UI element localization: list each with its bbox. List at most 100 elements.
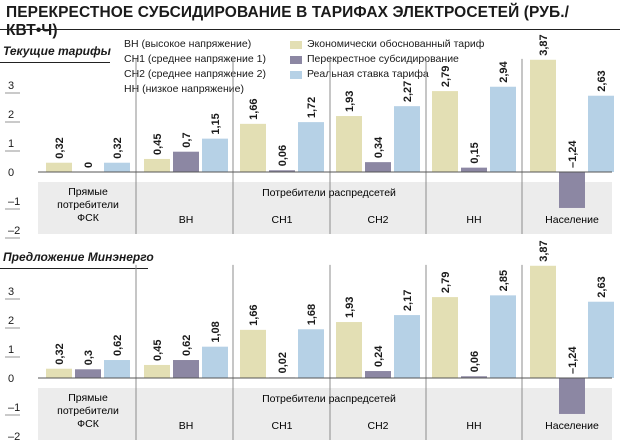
bar-population-economic xyxy=(530,59,556,172)
bar-nn-real-rate xyxy=(490,295,516,378)
y-tick-label: –2 xyxy=(8,431,20,440)
y-tick-label: 3 xyxy=(8,80,14,92)
y-tick-label: 3 xyxy=(8,286,14,298)
value-label-nn-economic: 2,79 xyxy=(440,272,452,293)
bar-nn-economic xyxy=(432,91,458,172)
value-label-nn-cross-subsidy: 0,15 xyxy=(469,142,481,163)
value-label-population-cross-subsidy: –1,24 xyxy=(567,346,579,374)
bar-sn2-real-rate xyxy=(394,106,420,172)
category-label-population: Население xyxy=(545,420,599,432)
value-label-population-economic: 3,87 xyxy=(538,240,550,261)
bar-vn-real-rate xyxy=(202,346,228,378)
y-tick-label: 2 xyxy=(8,109,14,121)
y-tick-label: –1 xyxy=(8,402,20,414)
category-label-fsk-line2: потребители xyxy=(57,405,119,417)
bar-sn2-cross-subsidy xyxy=(365,371,391,378)
value-label-sn1-economic: 1,66 xyxy=(248,304,260,325)
bar-sn2-economic xyxy=(336,322,362,378)
value-label-fsk-economic: 0,32 xyxy=(54,343,66,364)
value-label-vn-economic: 0,45 xyxy=(152,134,164,155)
value-label-vn-real-rate: 1,15 xyxy=(210,113,222,134)
abbreviation-sn1: СН1 (среднее напряжение 1) xyxy=(124,53,266,65)
panel-title-proposal: Предложение Минэнерго xyxy=(3,250,154,264)
category-label-sn2: СН2 xyxy=(367,214,388,226)
category-label-nn: НН xyxy=(466,214,481,226)
value-label-sn2-real-rate: 2,17 xyxy=(402,290,414,311)
value-label-vn-cross-subsidy: 0,62 xyxy=(181,335,193,356)
value-label-vn-economic: 0,45 xyxy=(152,340,164,361)
bar-population-cross-subsidy xyxy=(559,378,585,414)
value-label-fsk-cross-subsidy: 0,3 xyxy=(83,350,95,365)
value-label-nn-real-rate: 2,94 xyxy=(498,60,510,82)
bar-nn-cross-subsidy xyxy=(461,167,487,172)
bar-sn2-economic xyxy=(336,116,362,172)
bar-vn-economic xyxy=(144,364,170,378)
panel-title-current-rule xyxy=(0,62,110,63)
category-label-fsk-line3: ФСК xyxy=(77,212,100,224)
legend-label-cross-subsidy: Перекрестное субсидирование xyxy=(307,53,459,65)
legend-swatch-cross-subsidy xyxy=(290,56,302,64)
value-label-population-economic: 3,87 xyxy=(538,34,550,55)
category-label-population: Население xyxy=(545,214,599,226)
bar-sn1-economic xyxy=(240,123,266,172)
bar-nn-real-rate xyxy=(490,86,516,172)
value-label-fsk-real-rate: 0,62 xyxy=(112,335,124,356)
category-label-fsk-line3: ФСК xyxy=(77,418,100,430)
group-label-distribution: Потребители распредсетей xyxy=(262,187,396,199)
abbreviation-sn2: СН2 (среднее напряжение 2) xyxy=(124,68,266,80)
bar-fsk-real-rate xyxy=(104,162,130,172)
value-label-vn-cross-subsidy: 0,7 xyxy=(181,132,193,147)
bar-vn-cross-subsidy xyxy=(173,151,199,172)
bar-nn-economic xyxy=(432,297,458,378)
bar-fsk-economic xyxy=(46,368,72,378)
value-label-sn2-economic: 1,93 xyxy=(344,297,356,318)
bar-vn-economic xyxy=(144,158,170,172)
category-label-sn2: СН2 xyxy=(367,420,388,432)
bar-population-real-rate xyxy=(588,95,614,172)
category-label-sn1: СН1 xyxy=(271,214,292,226)
value-label-vn-real-rate: 1,08 xyxy=(210,321,222,342)
value-label-nn-real-rate: 2,85 xyxy=(498,270,510,291)
value-label-sn1-cross-subsidy: 0,06 xyxy=(277,145,289,166)
bar-population-economic xyxy=(530,265,556,378)
value-label-fsk-economic: 0,32 xyxy=(54,137,66,158)
category-label-sn1: СН1 xyxy=(271,420,292,432)
bar-sn1-cross-subsidy xyxy=(269,170,295,172)
bar-fsk-economic xyxy=(46,162,72,172)
bar-sn1-real-rate xyxy=(298,329,324,378)
abbreviation-vn: ВН (высокое напряжение) xyxy=(124,38,252,50)
bar-fsk-cross-subsidy xyxy=(75,369,101,378)
value-label-nn-cross-subsidy: 0,06 xyxy=(469,351,481,372)
legend-swatch-economic xyxy=(290,41,302,49)
value-label-sn1-cross-subsidy: 0,02 xyxy=(277,352,289,373)
y-tick-label: 0 xyxy=(8,373,14,385)
bar-vn-cross-subsidy xyxy=(173,360,199,378)
y-tick-label: 1 xyxy=(8,344,14,356)
value-label-sn2-economic: 1,93 xyxy=(344,91,356,112)
legend-label-real-rate: Реальная ставка тарифа xyxy=(307,68,429,80)
chart-panel-2: 3 2 1 0 –1 –2 0,32 0,45 1,66 1,93 2,79 3,87 0,3 0,62 0… xyxy=(5,240,614,440)
panel-title-proposal-rule xyxy=(0,268,148,269)
category-label-vn: ВН xyxy=(179,420,194,432)
value-label-sn2-cross-subsidy: 0,24 xyxy=(373,345,385,367)
value-label-sn2-cross-subsidy: 0,34 xyxy=(373,136,385,158)
category-band xyxy=(38,182,612,234)
category-label-vn: ВН xyxy=(179,214,194,226)
category-label-fsk-line1: Прямые xyxy=(68,392,108,404)
title-rule xyxy=(0,29,620,30)
bar-population-real-rate xyxy=(588,301,614,378)
value-label-population-real-rate: 2,63 xyxy=(596,70,608,91)
value-label-sn1-economic: 1,66 xyxy=(248,98,260,119)
value-label-nn-economic: 2,79 xyxy=(440,66,452,87)
bar-sn1-economic xyxy=(240,329,266,378)
bar-population-cross-subsidy xyxy=(559,172,585,208)
bar-sn2-cross-subsidy xyxy=(365,162,391,172)
category-label-fsk-line1: Прямые xyxy=(68,186,108,198)
panel-title-current: Текущие тарифы xyxy=(3,44,111,58)
value-label-fsk-real-rate: 0,32 xyxy=(112,137,124,158)
chart-panel-1: 3 2 1 0 –1 –2 0,32 0,45 1,66 1,93 2,79 3,87 0 0,7 0,06… xyxy=(5,34,614,239)
value-label-sn1-real-rate: 1,72 xyxy=(306,97,318,118)
category-label-fsk-line2: потребители xyxy=(57,199,119,211)
